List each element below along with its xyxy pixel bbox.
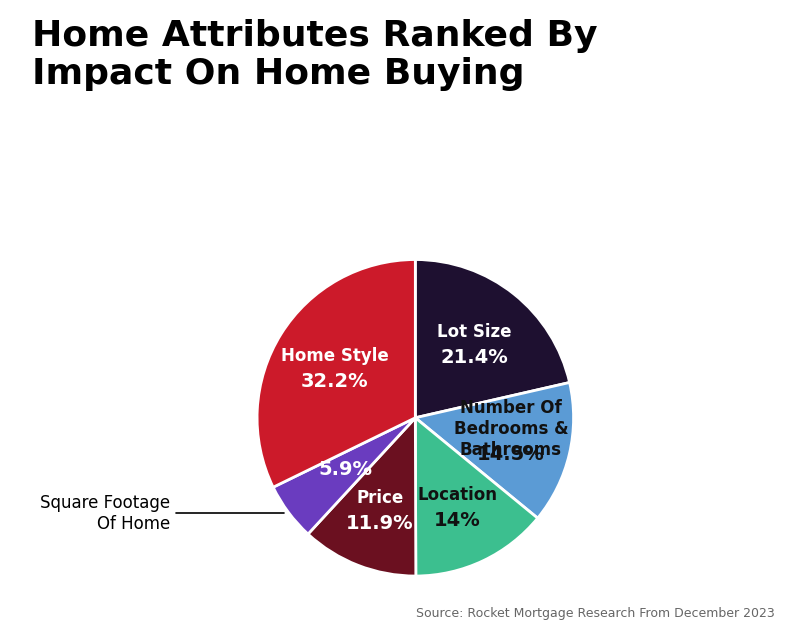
- Wedge shape: [415, 418, 538, 576]
- Wedge shape: [308, 418, 415, 576]
- Text: Lot Size: Lot Size: [437, 323, 511, 341]
- Wedge shape: [257, 260, 415, 487]
- Text: Price: Price: [356, 489, 403, 507]
- Wedge shape: [415, 260, 570, 418]
- Wedge shape: [273, 418, 415, 534]
- Text: Home Style: Home Style: [281, 348, 388, 365]
- Wedge shape: [415, 382, 574, 518]
- Text: Source: Rocket Mortgage Research From December 2023: Source: Rocket Mortgage Research From De…: [416, 607, 775, 620]
- Text: 5.9%: 5.9%: [319, 460, 372, 479]
- Text: Square Footage
Of Home: Square Footage Of Home: [40, 494, 284, 532]
- Text: Home Attributes Ranked By
Impact On Home Buying: Home Attributes Ranked By Impact On Home…: [32, 19, 598, 91]
- Text: Location: Location: [417, 486, 498, 505]
- Text: Number Of
Bedrooms &
Bathrooms: Number Of Bedrooms & Bathrooms: [454, 399, 568, 459]
- Text: 11.9%: 11.9%: [346, 514, 414, 533]
- Text: 14%: 14%: [434, 511, 481, 530]
- Text: 14.5%: 14.5%: [477, 445, 545, 464]
- Text: 32.2%: 32.2%: [301, 372, 368, 391]
- Text: 21.4%: 21.4%: [440, 348, 508, 367]
